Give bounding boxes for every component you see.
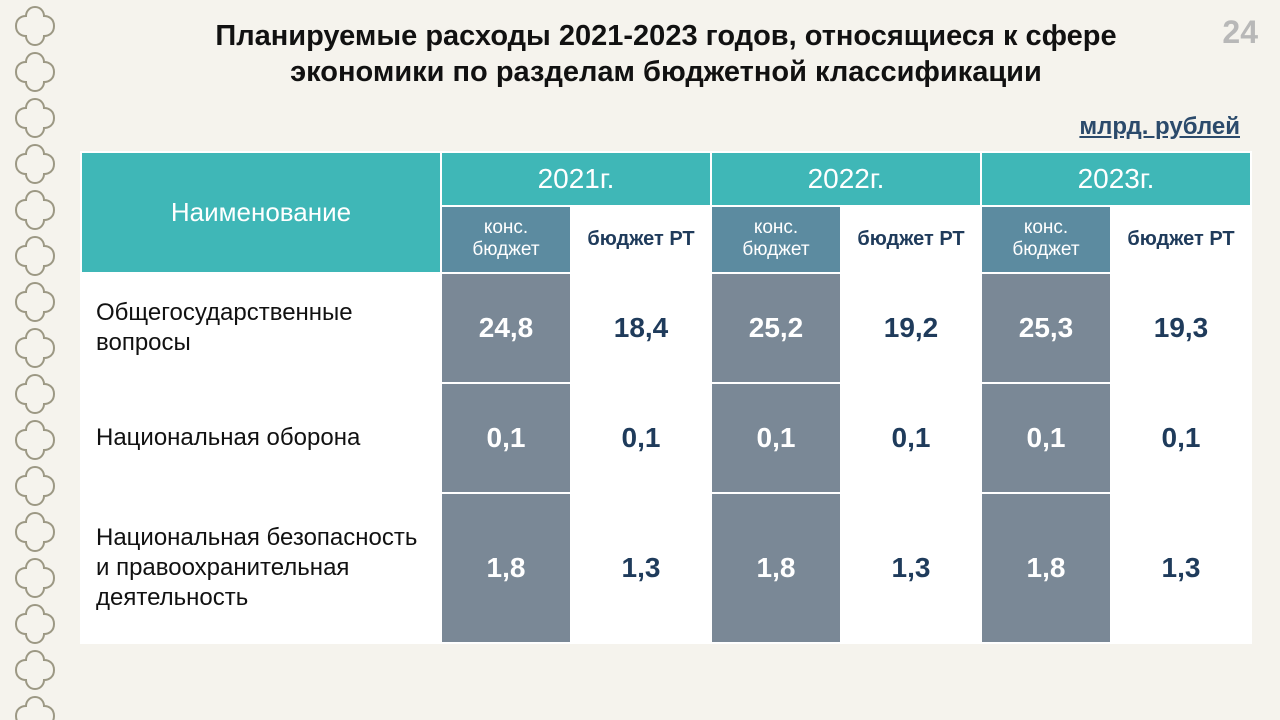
- cell-kons: 1,8: [441, 493, 571, 643]
- subhead-kons: конс.бюджет: [711, 206, 841, 274]
- ornament-icon: [13, 418, 57, 462]
- col-header-year-0: 2021г.: [441, 152, 711, 206]
- cell-rt: 0,1: [841, 383, 981, 493]
- cell-rt: 18,4: [571, 273, 711, 383]
- page-number: 24: [1222, 14, 1258, 51]
- cell-kons: 25,3: [981, 273, 1111, 383]
- subhead-kons: конс.бюджет: [981, 206, 1111, 274]
- cell-kons: 0,1: [711, 383, 841, 493]
- cell-kons: 1,8: [711, 493, 841, 643]
- ornament-icon: [13, 510, 57, 554]
- ornament-icon: [13, 372, 57, 416]
- budget-table: Наименование 2021г. 2022г. 2023г. конс.б…: [80, 151, 1252, 645]
- ornament-icon: [13, 602, 57, 646]
- ornament-strip: [0, 0, 70, 720]
- unit-label: млрд. рублей: [80, 113, 1252, 141]
- ornament-icon: [13, 234, 57, 278]
- ornament-icon: [13, 4, 57, 48]
- row-name-cell: Национальная оборона: [81, 383, 441, 493]
- subhead-rt: бюджет РТ: [841, 206, 981, 274]
- cell-rt: 1,3: [841, 493, 981, 643]
- cell-rt: 1,3: [1111, 493, 1251, 643]
- cell-rt: 1,3: [571, 493, 711, 643]
- cell-kons: 24,8: [441, 273, 571, 383]
- table-body: Общегосударственные вопросы24,818,425,21…: [81, 273, 1251, 643]
- cell-rt: 0,1: [571, 383, 711, 493]
- row-name-cell: Национальная безопасность и правоохранит…: [81, 493, 441, 643]
- col-header-year-1: 2022г.: [711, 152, 981, 206]
- table-row: Национальная оборона0,10,10,10,10,10,1: [81, 383, 1251, 493]
- cell-rt: 19,2: [841, 273, 981, 383]
- cell-kons: 0,1: [441, 383, 571, 493]
- col-header-year-2: 2023г.: [981, 152, 1251, 206]
- row-name-cell: Общегосударственные вопросы: [81, 273, 441, 383]
- ornament-icon: [13, 464, 57, 508]
- cell-rt: 19,3: [1111, 273, 1251, 383]
- main-content: 24 Планируемые расходы 2021-2023 годов, …: [70, 0, 1280, 720]
- title-line-2: экономики по разделам бюджетной классифи…: [290, 56, 1042, 88]
- ornament-icon: [13, 326, 57, 370]
- ornament-icon: [13, 694, 57, 720]
- ornament-icon: [13, 96, 57, 140]
- cell-rt: 0,1: [1111, 383, 1251, 493]
- ornament-icon: [13, 280, 57, 324]
- table-row: Общегосударственные вопросы24,818,425,21…: [81, 273, 1251, 383]
- subhead-rt: бюджет РТ: [1111, 206, 1251, 274]
- ornament-icon: [13, 50, 57, 94]
- cell-kons: 25,2: [711, 273, 841, 383]
- cell-kons: 0,1: [981, 383, 1111, 493]
- subhead-kons: конс.бюджет: [441, 206, 571, 274]
- ornament-icon: [13, 188, 57, 232]
- ornament-icon: [13, 556, 57, 600]
- ornament-icon: [13, 648, 57, 692]
- cell-kons: 1,8: [981, 493, 1111, 643]
- title-line-1: Планируемые расходы 2021-2023 годов, отн…: [215, 20, 1116, 52]
- subhead-rt: бюджет РТ: [571, 206, 711, 274]
- table-row: Национальная безопасность и правоохранит…: [81, 493, 1251, 643]
- page-title: Планируемые расходы 2021-2023 годов, отн…: [146, 18, 1186, 91]
- col-header-name: Наименование: [81, 152, 441, 274]
- ornament-icon: [13, 142, 57, 186]
